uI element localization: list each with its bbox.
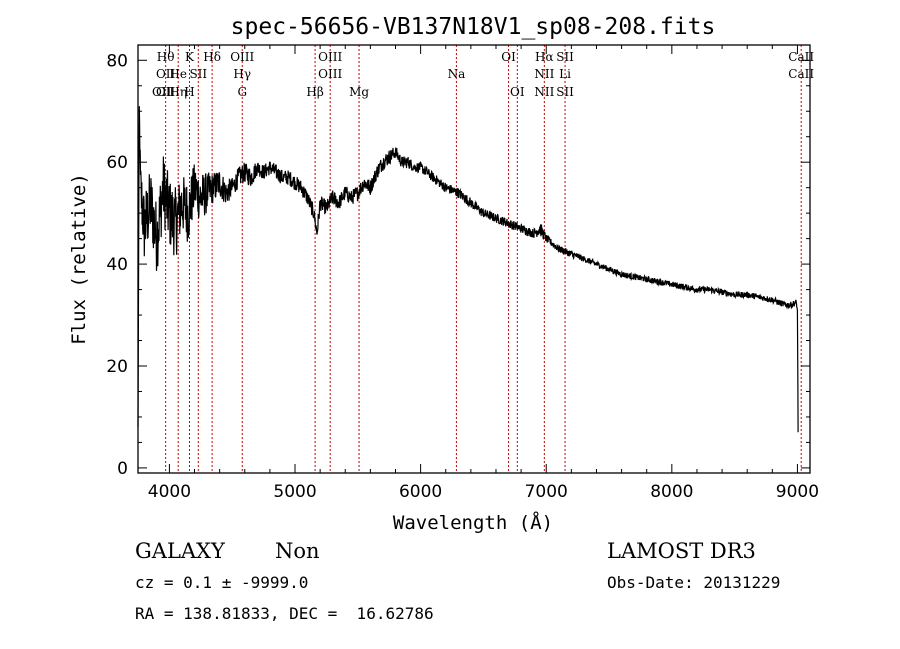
line-label: G <box>237 85 247 99</box>
line-label: CaII <box>788 67 814 81</box>
chart-title: spec-56656-VB137N18V1_sp08-208.fits <box>231 14 716 40</box>
line-label: K <box>185 50 195 64</box>
line-label: OIII <box>318 67 342 81</box>
line-label: Hα <box>535 50 554 64</box>
y-tick-label: 20 <box>106 357 128 377</box>
redshift-readout: cz = 0.1 ± -9999.0 <box>135 573 309 592</box>
x-tick-label: 4000 <box>148 482 191 502</box>
line-label: Hβ <box>306 85 323 99</box>
y-tick-label: 40 <box>106 255 128 275</box>
y-axis-ticks: 0 20 40 60 80 <box>106 51 810 479</box>
line-label: OII <box>156 67 176 81</box>
line-label: Hη <box>169 85 187 99</box>
survey-name: LAMOST DR3 <box>607 539 756 563</box>
plot-frame <box>137 44 811 474</box>
emission-line-markers <box>165 45 802 473</box>
line-label: Hδ <box>203 50 221 64</box>
spectrum-line <box>137 106 799 433</box>
obs-date: Obs-Date: 20131229 <box>607 573 781 592</box>
x-tick-label: 9000 <box>776 482 819 502</box>
x-tick-label: 6000 <box>399 482 442 502</box>
line-label: SII <box>556 50 574 64</box>
line-label: NII <box>534 85 554 99</box>
line-label: NII <box>534 67 554 81</box>
line-label: Na <box>448 67 466 81</box>
x-axis-label: Wavelength (Å) <box>393 511 553 534</box>
x-tick-label: 8000 <box>650 482 693 502</box>
y-axis-label: Flux (relative) <box>68 173 90 345</box>
y-tick-label: 0 <box>117 459 128 479</box>
line-label: OIII <box>318 50 342 64</box>
line-label: Hθ <box>157 50 175 64</box>
line-label: OII <box>156 85 176 99</box>
y-tick-label: 80 <box>106 51 128 71</box>
line-label: He <box>169 67 187 81</box>
x-tick-label: 7000 <box>525 482 568 502</box>
line-label: H <box>184 85 194 99</box>
line-label: SII <box>556 85 574 99</box>
line-label: OI <box>501 50 516 64</box>
x-tick-label: 5000 <box>273 482 316 502</box>
object-subclass: Non <box>275 539 320 563</box>
line-label: OI <box>510 85 525 99</box>
y-tick-label: 60 <box>106 153 128 173</box>
line-label: SII <box>189 67 207 81</box>
x-axis-ticks: 4000 5000 6000 7000 8000 9000 <box>148 45 819 502</box>
coordinates: RA = 138.81833, DEC = 16.62786 <box>135 604 434 623</box>
line-label: Li <box>559 67 571 81</box>
object-class: GALAXY <box>135 539 225 563</box>
line-label: OIII <box>230 50 254 64</box>
line-label: Mg <box>349 85 369 99</box>
line-label: OII <box>152 85 172 99</box>
line-label: Hγ <box>233 67 251 81</box>
